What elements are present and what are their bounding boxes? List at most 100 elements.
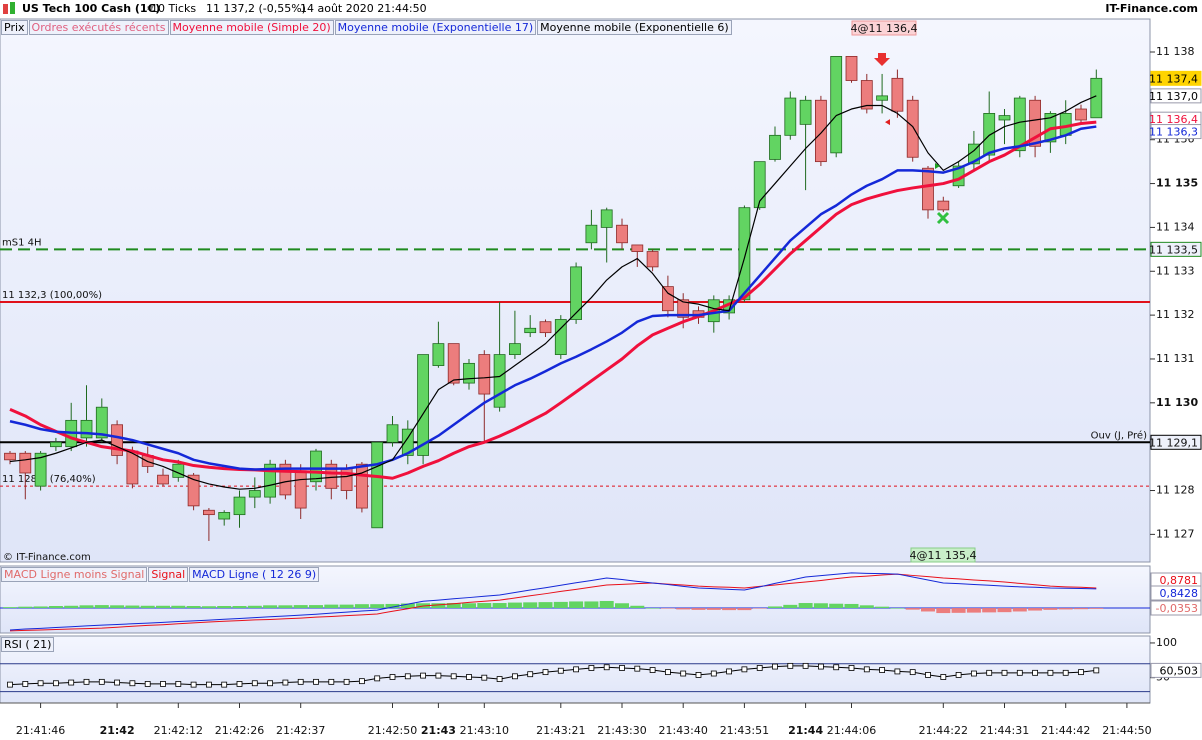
rsi-point [588,665,595,671]
legend-item: MACD Ligne moins Signal [1,567,148,582]
histogram-bar [875,606,890,609]
histogram-bar [263,605,278,609]
histogram-bar [339,604,354,609]
buy-cross [936,211,950,225]
rsi-point [1032,669,1038,676]
histogram-bar [798,603,813,609]
axis-value-box [1150,124,1202,140]
histogram-bar [492,603,507,609]
axis-value-label: 0,8428 [1160,587,1199,600]
histogram-bar [507,602,522,609]
axis-value-box [1150,600,1202,616]
candle-body [294,470,307,509]
candle-body [524,327,537,334]
histogram-bar [569,601,584,609]
candle-body [738,207,751,301]
rsi-point [297,678,304,685]
legend-item: RSI ( 21) [1,637,55,652]
axis-value-box [1150,241,1202,257]
candle-body [585,224,598,244]
rsi-point [894,668,901,675]
rsi-point [466,674,472,680]
legend: MACD Ligne moins Signal Signal MACD Ligne … [1,567,320,582]
rsi-point [267,680,274,687]
rsi-point [756,665,763,671]
histogram-bar [706,608,721,610]
histogram-bar [936,608,951,614]
candle-body [753,161,766,209]
histogram-bar [94,605,109,609]
rsi-point [802,662,809,669]
rsi-point [557,667,564,674]
histogram-bar [1074,608,1088,610]
macd-line [9,572,1097,631]
candle-body [248,490,261,498]
y-tick-label: 11 132 [1156,308,1195,321]
candle-body [677,299,690,318]
histogram-bar [370,604,385,609]
copyright: © IT-Finance.com [3,552,91,563]
order-label: 4@11 135,4 [910,549,977,562]
histogram-bar [446,603,461,609]
histogram-bar [553,601,568,609]
axis-value-label: 60,503 [1160,664,1199,677]
x-tick-label: 21:43:10 [460,724,509,737]
x-tick-label: 21:42:12 [154,724,203,737]
histogram-bar [385,603,400,609]
candle-body [417,354,430,456]
candle-body [830,55,843,154]
rsi-point [741,666,748,673]
rsi-point [7,681,13,688]
histogram-bar [309,605,323,609]
datetime: 14 août 2020 21:44:50 [300,2,427,15]
histogram-bar [584,601,599,609]
histogram-bar [997,608,1012,613]
x-tick-label: 21:44:31 [980,724,1029,737]
rsi-point [986,669,993,676]
histogram-bar [630,605,645,609]
rsi-point [512,673,518,680]
rsi-point [603,664,610,671]
rsi-point [971,670,977,677]
candle-body [1029,99,1041,147]
histogram-bar [140,605,155,609]
level-label: Ouv (J, Pré) [1091,429,1147,441]
y-tick-label: 11 138 [1156,45,1195,58]
rsi-point [1093,667,1100,674]
x-tick-label: 21:44:50 [1102,724,1151,737]
histogram-bar [1043,608,1058,610]
rsi-point [527,671,534,678]
macd-line [9,573,1097,632]
period: 10 Ticks [151,2,197,15]
x-tick-label: 21:44:22 [919,724,968,737]
candle-body [493,354,506,408]
level-label: 11 128,1 (76,40%) [2,474,96,485]
order-box [851,20,917,36]
order-box [910,547,976,563]
y-tick-label: 11 131 [1156,352,1195,365]
x-tick-label: 21:42 [100,724,135,737]
candle-body [784,97,797,136]
histogram-bar [538,602,553,609]
rsi-point [848,665,855,671]
x-tick-label: 21:44 [788,724,823,737]
rsi-point [726,668,732,675]
rsi-point [879,667,885,673]
histogram-bar [615,603,629,609]
candle-body [157,474,169,485]
candle-body [860,80,873,110]
x-tick-label: 21:42:26 [215,724,264,737]
candle-body [478,354,491,395]
legend-item: Prix [1,20,28,35]
level-label: 11 132,3 (100,00%) [2,290,102,301]
rsi-point [1062,669,1069,676]
histogram-bar [232,606,247,609]
rsi-point [955,672,962,678]
candle-body [386,424,399,443]
histogram-bar [125,605,140,609]
rsi-point [619,665,625,671]
rsi-point [129,680,136,687]
candle-body [34,452,47,487]
x-tick-label: 21:43:21 [536,724,585,737]
rsi-point [710,670,717,677]
